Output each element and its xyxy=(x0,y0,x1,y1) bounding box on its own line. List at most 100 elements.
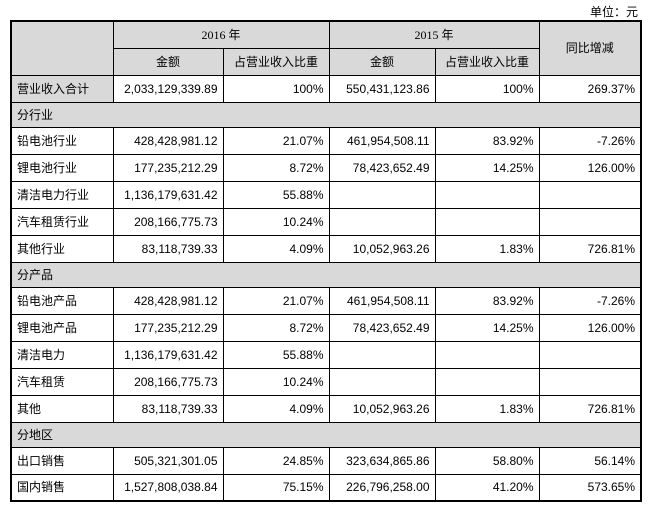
amount-2016: 428,428,981.12 xyxy=(112,126,224,155)
proportion-2015 xyxy=(434,340,540,369)
amount-2015: 10,052,963.26 xyxy=(328,234,436,263)
proportion-2016: 55.88% xyxy=(222,180,330,209)
table-row: 铅电池产品 428,428,981.12 21.07% 461,954,508.11 8… xyxy=(10,286,642,315)
proportion-2016: 4.09% xyxy=(222,234,330,263)
amount-2015: 10,052,963.26 xyxy=(328,394,436,423)
amount-2015 xyxy=(328,207,436,236)
header-amount-2016: 金额 xyxy=(112,47,224,76)
section-label: 分产品 xyxy=(10,261,642,288)
proportion-2016: 100% xyxy=(222,74,330,103)
section-row: 分产品 xyxy=(10,261,642,288)
proportion-2015: 58.80% xyxy=(434,446,540,475)
row-label: 出口销售 xyxy=(10,446,114,475)
amount-2016: 2,033,129,339.89 xyxy=(112,74,224,103)
yoy-value: 573.65% xyxy=(538,473,642,502)
proportion-2015: 14.25% xyxy=(434,153,540,182)
amount-2016: 505,321,301.05 xyxy=(112,446,224,475)
proportion-2016: 8.72% xyxy=(222,153,330,182)
proportion-2015 xyxy=(434,207,540,236)
row-label: 其他 xyxy=(10,394,114,423)
header-year-2015: 2015 年 xyxy=(328,20,540,49)
proportion-2015: 100% xyxy=(434,74,540,103)
yoy-value: 269.37% xyxy=(538,74,642,103)
row-label: 锂电池行业 xyxy=(10,153,114,182)
amount-2015: 461,954,508.11 xyxy=(328,286,436,315)
corner-cell xyxy=(10,20,114,76)
yoy-value: 126.00% xyxy=(538,153,642,182)
proportion-2015: 14.25% xyxy=(434,313,540,342)
yoy-value: 726.81% xyxy=(538,394,642,423)
yoy-value: -7.26% xyxy=(538,126,642,155)
table-row: 清洁电力行业 1,136,179,631.42 55.88% xyxy=(10,180,642,209)
proportion-2016: 10.24% xyxy=(222,207,330,236)
yoy-value: 56.14% xyxy=(538,446,642,475)
proportion-2016: 8.72% xyxy=(222,313,330,342)
table-row: 其他 83,118,739.33 4.09% 10,052,963.26 1.83% 72… xyxy=(10,394,642,423)
row-label: 汽车租赁行业 xyxy=(10,207,114,236)
section-row: 分行业 xyxy=(10,101,642,128)
amount-2016: 1,527,808,038.84 xyxy=(112,473,224,502)
amount-2015 xyxy=(328,180,436,209)
section-row: 分地区 xyxy=(10,421,642,448)
proportion-2015: 41.20% xyxy=(434,473,540,502)
table-row: 国内销售 1,527,808,038.84 75.15% 226,796,258.00… xyxy=(10,473,642,502)
section-label: 分地区 xyxy=(10,421,642,448)
amount-2016: 208,166,775.73 xyxy=(112,207,224,236)
row-label: 铅电池产品 xyxy=(10,286,114,315)
amount-2015: 323,634,865.86 xyxy=(328,446,436,475)
amount-2016: 1,136,179,631.42 xyxy=(112,180,224,209)
header-proportion-2015: 占营业收入比重 xyxy=(434,47,540,76)
section-label: 分行业 xyxy=(10,101,642,128)
yoy-value xyxy=(538,180,642,209)
row-label: 国内销售 xyxy=(10,473,114,502)
table-row: 锂电池产品 177,235,212.29 8.72% 78,423,652.49 14.… xyxy=(10,313,642,342)
amount-2016: 1,136,179,631.42 xyxy=(112,340,224,369)
proportion-2015: 83.92% xyxy=(434,286,540,315)
yoy-value xyxy=(538,207,642,236)
proportion-2016: 24.85% xyxy=(222,446,330,475)
row-label: 铅电池行业 xyxy=(10,126,114,155)
header-year-2016: 2016 年 xyxy=(112,20,330,49)
amount-2016: 208,166,775.73 xyxy=(112,367,224,396)
header-amount-2015: 金额 xyxy=(328,47,436,76)
revenue-breakdown-table: 2016 年 2015 年 同比增减 金额 占营业收入比重 金额 占营业收入比重… xyxy=(10,20,643,502)
proportion-2016: 21.07% xyxy=(222,126,330,155)
row-label: 清洁电力 xyxy=(10,340,114,369)
yoy-value xyxy=(538,340,642,369)
table-row: 清洁电力 1,136,179,631.42 55.88% xyxy=(10,340,642,369)
amount-2016: 428,428,981.12 xyxy=(112,286,224,315)
amount-2015: 78,423,652.49 xyxy=(328,153,436,182)
proportion-2015 xyxy=(434,367,540,396)
table-body: 营业收入合计 2,033,129,339.89 100% 550,431,123.86… xyxy=(10,74,642,502)
proportion-2016: 55.88% xyxy=(222,340,330,369)
table-row: 其他行业 83,118,739.33 4.09% 10,052,963.26 1.83%… xyxy=(10,234,642,263)
amount-2016: 177,235,212.29 xyxy=(112,313,224,342)
proportion-2015: 83.92% xyxy=(434,126,540,155)
proportion-2015 xyxy=(434,180,540,209)
table-row: 营业收入合计 2,033,129,339.89 100% 550,431,123.86… xyxy=(10,74,642,103)
proportion-2016: 4.09% xyxy=(222,394,330,423)
amount-2015 xyxy=(328,340,436,369)
table-row: 汽车租赁行业 208,166,775.73 10.24% xyxy=(10,207,642,236)
row-label: 汽车租赁 xyxy=(10,367,114,396)
amount-2016: 83,118,739.33 xyxy=(112,234,224,263)
yoy-value xyxy=(538,367,642,396)
proportion-2015: 1.83% xyxy=(434,234,540,263)
amount-2016: 83,118,739.33 xyxy=(112,394,224,423)
table-row: 锂电池行业 177,235,212.29 8.72% 78,423,652.49 14.… xyxy=(10,153,642,182)
row-label: 营业收入合计 xyxy=(10,74,114,103)
table-row: 汽车租赁 208,166,775.73 10.24% xyxy=(10,367,642,396)
yoy-value: -7.26% xyxy=(538,286,642,315)
proportion-2016: 75.15% xyxy=(222,473,330,502)
header-row-years: 2016 年 2015 年 同比增减 xyxy=(10,20,642,76)
row-label: 其他行业 xyxy=(10,234,114,263)
row-label: 清洁电力行业 xyxy=(10,180,114,209)
header-proportion-2016: 占营业收入比重 xyxy=(222,47,330,76)
amount-2015: 461,954,508.11 xyxy=(328,126,436,155)
unit-label: 单位：元 xyxy=(589,5,638,19)
proportion-2015: 1.83% xyxy=(434,394,540,423)
proportion-2016: 21.07% xyxy=(222,286,330,315)
amount-2015: 550,431,123.86 xyxy=(328,74,436,103)
row-label: 锂电池产品 xyxy=(10,313,114,342)
amount-2016: 177,235,212.29 xyxy=(112,153,224,182)
